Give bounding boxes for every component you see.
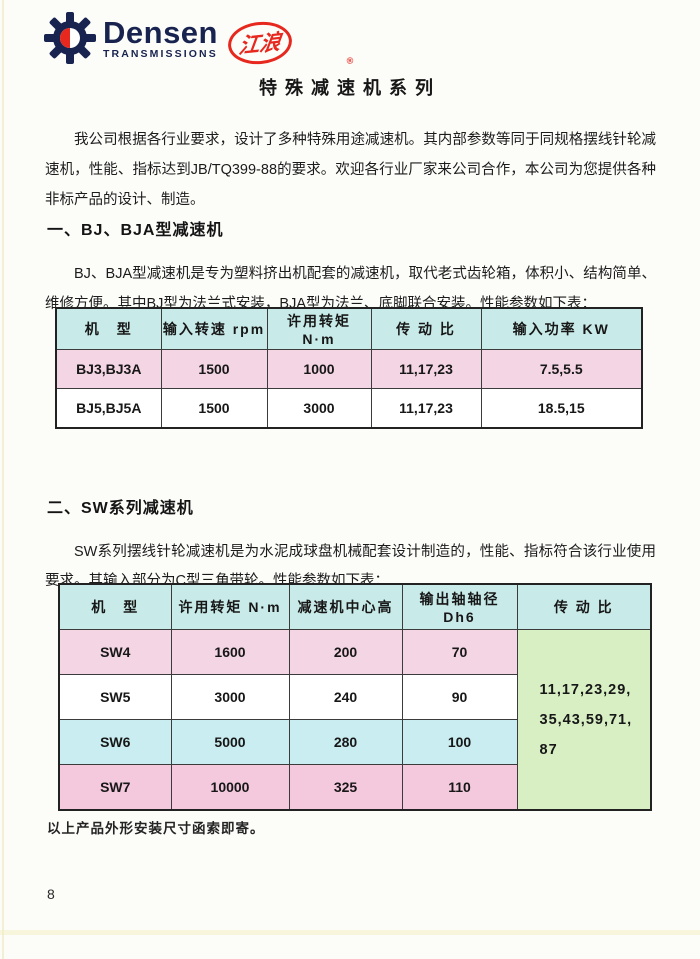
cell-center-height: 325 (288, 764, 403, 811)
cell-ratio: 11,17,23 (370, 349, 482, 389)
cell-model: BJ5,BJ5A (55, 388, 162, 429)
scan-edge (2, 0, 4, 959)
jianglang-trademark-icon: 江浪 ® (225, 18, 354, 68)
cell-model: SW5 (58, 674, 172, 720)
cell-model: SW7 (58, 764, 172, 811)
header-cell-model: 机 型 (58, 583, 172, 630)
section-1-heading: 一、BJ、BJA型减速机 (47, 222, 224, 239)
cell-model: BJ3,BJ3A (55, 349, 162, 389)
jianglang-mark-text: 江浪 (237, 30, 283, 59)
gear-icon (44, 12, 96, 64)
ratio-line: 35,43,59,71, (539, 711, 633, 728)
cell-center-height: 240 (288, 674, 403, 720)
table-header-row: 机 型 许用转矩 N·m 减速机中心高 输出轴轴径 Dh6 传 动 比 (58, 583, 652, 630)
brand-block: Densen TRANSMISSIONS (103, 17, 218, 60)
cell-torque: 1000 (266, 349, 372, 389)
brand-name: Densen (103, 14, 218, 50)
section-2-heading: 二、SW系列减速机 (47, 500, 194, 517)
intro-paragraph: 我公司根据各行业要求，设计了多种特殊用途减速机。其内部参数等同于同规格摆线针轮减… (45, 131, 656, 208)
table-row: BJ3,BJ3A 1500 1000 11,17,23 7.5,5.5 (55, 349, 643, 389)
cell-torque: 3000 (266, 388, 372, 429)
brand-subtitle: TRANSMISSIONS (103, 47, 218, 60)
cell-input-speed: 1500 (160, 388, 268, 429)
header-cell-center-height: 减速机中心高 (288, 583, 403, 630)
table-row: SW6 5000 280 100 (58, 719, 651, 765)
bj-spec-table: 机 型 输入转速 rpm 许用转矩 N·m 传 动 比 输入功率 KW BJ3,… (55, 307, 643, 429)
header-cell-ratio: 传 动 比 (370, 307, 482, 350)
registered-symbol: ® (346, 55, 354, 67)
cell-torque: 5000 (170, 719, 290, 765)
cell-shaft-diameter: 90 (401, 674, 518, 720)
company-logo: Densen TRANSMISSIONS 江浪 ® (44, 12, 354, 68)
cell-ratio: 11,17,23 (370, 388, 482, 429)
cell-torque: 3000 (170, 674, 290, 720)
header-cell-shaft-diameter: 输出轴轴径 Dh6 (401, 583, 518, 630)
header-cell-ratio: 传 动 比 (516, 583, 652, 630)
ratio-line: 87 (539, 741, 558, 758)
header-cell-model: 机 型 (55, 307, 162, 350)
header-cell-power: 输入功率 KW (480, 307, 643, 350)
table-row: BJ5,BJ5A 1500 3000 11,17,23 18.5,15 (55, 388, 643, 429)
scan-strip (0, 930, 700, 935)
cell-model: SW4 (58, 629, 172, 675)
page-number: 8 (47, 886, 55, 902)
table-row: SW4 1600 200 70 11,17,23,29, 35,43,59,71… (58, 629, 652, 811)
cell-model: SW6 (58, 719, 172, 765)
cell-shaft-diameter: 110 (401, 764, 518, 811)
cell-power: 18.5,15 (480, 388, 643, 429)
cell-ratio-merged: 11,17,23,29, 35,43,59,71, 87 (516, 629, 652, 811)
cell-torque: 1600 (170, 629, 290, 675)
cell-center-height: 200 (288, 629, 403, 675)
table-header-row: 机 型 输入转速 rpm 许用转矩 N·m 传 动 比 输入功率 KW (55, 307, 643, 350)
header-cell-torque: 许用转矩 N·m (170, 583, 290, 630)
header-cell-input-speed: 输入转速 rpm (160, 307, 268, 350)
header-cell-torque: 许用转矩 N·m (266, 307, 372, 350)
cell-shaft-diameter: 100 (401, 719, 518, 765)
cell-center-height: 280 (288, 719, 403, 765)
cell-input-speed: 1500 (160, 349, 268, 389)
ratio-line: 11,17,23,29, (539, 681, 632, 698)
table-row: SW5 3000 240 90 (58, 674, 651, 720)
sw-spec-table: 机 型 许用转矩 N·m 减速机中心高 输出轴轴径 Dh6 传 动 比 SW4 … (58, 583, 652, 811)
page-title: 特殊减速机系列 (259, 78, 441, 98)
cell-shaft-diameter: 70 (401, 629, 518, 675)
cell-power: 7.5,5.5 (480, 349, 643, 389)
cell-torque: 10000 (170, 764, 290, 811)
table-row: SW7 10000 325 110 (58, 764, 651, 811)
footer-note: 以上产品外形安装尺寸函索即寄。 (47, 821, 265, 836)
